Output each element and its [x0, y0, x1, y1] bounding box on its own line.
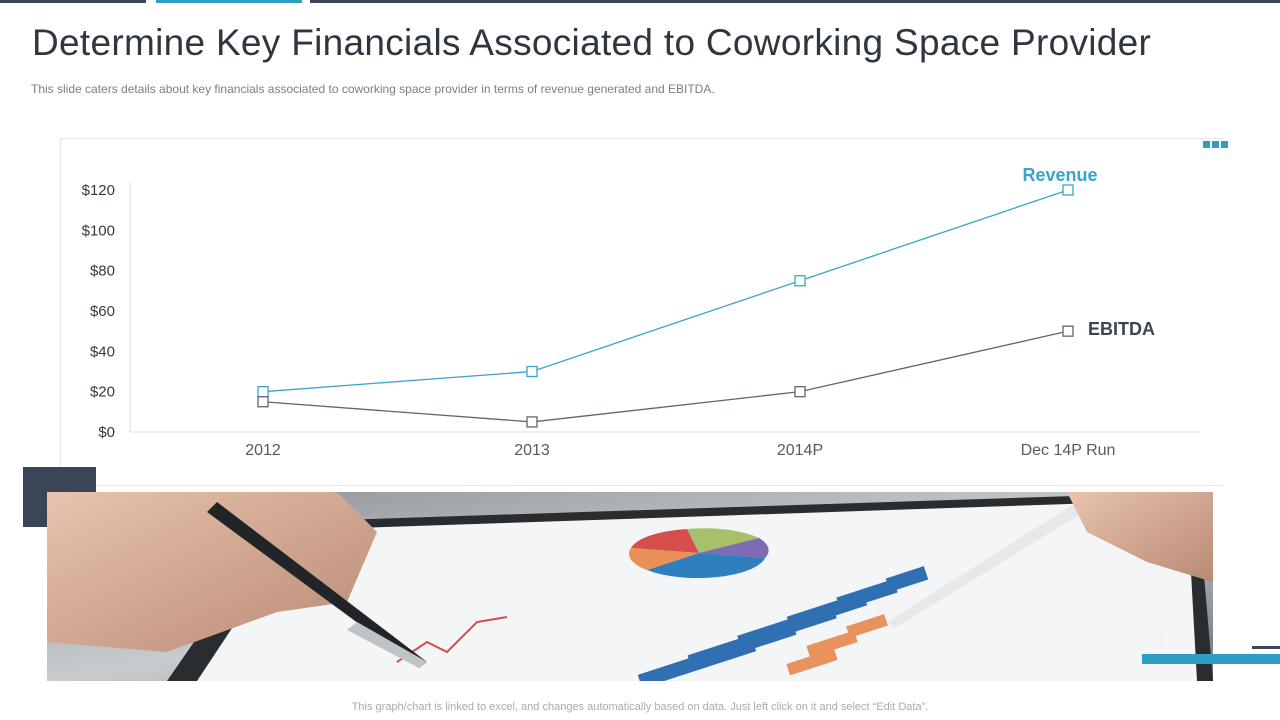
tablet-chart-photo-icon	[47, 492, 1213, 681]
accent-decor-bar	[1142, 654, 1280, 664]
y-tick-label: $120	[82, 182, 115, 199]
y-tick-label: $80	[90, 263, 115, 280]
top-bar-accent	[156, 0, 302, 3]
data-point	[526, 416, 538, 428]
y-tick-label: $100	[82, 222, 115, 239]
data-point	[257, 386, 269, 398]
footnote: This graph/chart is linked to excel, and…	[351, 701, 929, 713]
dot	[1221, 141, 1228, 148]
x-tick-label: Dec 14P Run	[1021, 442, 1116, 459]
x-tick-label: 2013	[514, 442, 550, 459]
x-tick-label: 2014P	[777, 442, 823, 459]
series-label: EBITDA	[1088, 319, 1155, 339]
y-tick-label: $0	[98, 424, 115, 441]
x-tick-label: 2012	[245, 442, 281, 459]
series-line-ebitda	[262, 330, 1069, 423]
data-point	[794, 386, 806, 398]
dark-decor-bar	[1252, 646, 1280, 649]
data-point	[1062, 325, 1074, 337]
white-decor-square	[1144, 628, 1165, 648]
page-title: Determine Key Financials Associated to C…	[32, 22, 1152, 63]
data-point	[794, 275, 806, 287]
data-point	[1062, 184, 1074, 196]
y-tick-label: $40	[90, 343, 115, 360]
dot	[1212, 141, 1219, 148]
series-label: Revenue	[1022, 165, 1097, 185]
top-bar-left	[0, 0, 146, 3]
data-point	[257, 396, 269, 408]
dot	[1203, 141, 1210, 148]
chart-frame	[60, 138, 1223, 486]
y-tick-label: $20	[90, 384, 115, 401]
series-line-revenue	[262, 189, 1069, 393]
top-bar-right	[310, 0, 1280, 3]
data-point	[526, 365, 538, 378]
tablet-chart-photo	[47, 492, 1213, 681]
more-dots-icon[interactable]	[1203, 135, 1230, 153]
y-tick-label: $60	[90, 303, 115, 320]
page-subtitle: This slide caters details about key fina…	[31, 82, 715, 96]
